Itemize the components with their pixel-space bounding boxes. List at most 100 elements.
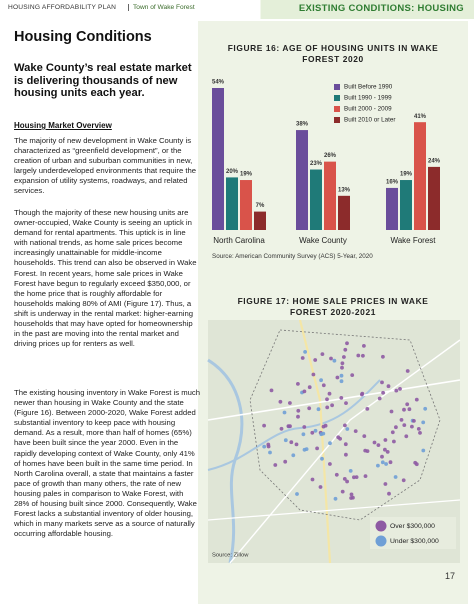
bar (428, 166, 440, 230)
map-dot (328, 462, 332, 466)
map-dot (414, 462, 419, 467)
map-dot (300, 356, 305, 360)
map-river (207, 379, 381, 471)
header-town: Town of Wake Forest (128, 4, 195, 11)
map-dot (372, 440, 377, 445)
lead: Wake County’s real estate market is deli… (14, 62, 192, 100)
paragraph: The majority of new development in Wake … (14, 136, 197, 196)
figure-source: Source: American Community Survey (ACS) … (212, 253, 373, 260)
map-dot (318, 485, 323, 489)
map-dot (343, 347, 348, 352)
map-dot (383, 438, 388, 442)
bar (296, 130, 308, 230)
legend-label: Built Before 1990 (344, 84, 393, 91)
category-label: Wake County (299, 236, 347, 245)
value-label: 26% (324, 153, 337, 159)
map-dot (405, 402, 410, 407)
map-dot (363, 474, 368, 478)
map-dot (288, 401, 292, 405)
map-dot (339, 379, 344, 384)
map-dot (362, 344, 366, 348)
map-dot (365, 407, 370, 411)
legend-swatch (334, 84, 340, 90)
map-dot (295, 492, 299, 496)
map-dot (321, 424, 326, 429)
map-dot (303, 350, 307, 354)
map-dot (289, 440, 294, 445)
bar (226, 177, 238, 230)
map-road (207, 499, 461, 521)
map-dot (321, 383, 326, 388)
bar (414, 122, 426, 230)
paragraph: Though the majority of these new housing… (14, 208, 197, 349)
map-dot (352, 475, 356, 480)
map-dot (360, 391, 365, 396)
bar (386, 187, 398, 230)
map-dot (394, 425, 398, 430)
map-dot (302, 389, 307, 394)
bar (310, 169, 322, 230)
map-dot (377, 396, 382, 401)
map-dots (262, 341, 428, 501)
bar (254, 211, 266, 230)
map-dot (343, 423, 347, 428)
map-dot (349, 492, 354, 497)
map-dot (279, 426, 284, 431)
map-dot (328, 441, 332, 446)
map-dot (386, 384, 391, 389)
map-dot (390, 430, 395, 435)
map-dot (283, 459, 288, 464)
map-dot (381, 354, 385, 359)
map-dot (268, 450, 272, 455)
bar (338, 195, 350, 230)
map-dot (340, 489, 345, 494)
map-dot (421, 448, 426, 453)
subheading: Housing Market Overview (14, 121, 112, 130)
map-road (207, 379, 461, 421)
map-dot (394, 388, 399, 393)
map-dot (348, 469, 353, 473)
map-dot (302, 447, 307, 452)
map-dot (336, 435, 341, 440)
map-dot (407, 407, 412, 412)
map-dot (401, 478, 406, 483)
map-dot (344, 452, 348, 457)
map-dot (392, 439, 396, 444)
map-dot (278, 399, 283, 404)
value-label: 41% (414, 114, 427, 120)
map-dot (418, 431, 422, 435)
map-source: Source: Zillow (212, 553, 249, 559)
value-label: 23% (310, 161, 323, 167)
map-dot (313, 358, 318, 362)
map-dot (320, 456, 324, 461)
map-dot (393, 475, 398, 479)
map-dot (311, 372, 316, 377)
map-dot (350, 373, 355, 377)
map-dot (310, 477, 315, 482)
map-dot (319, 378, 323, 383)
map-dot (380, 454, 384, 459)
map-dot (327, 391, 332, 396)
bar (240, 180, 252, 230)
map-dot (376, 443, 381, 447)
map-dot (301, 432, 306, 437)
map-road (298, 319, 332, 564)
map-dot (381, 390, 385, 395)
category-label: Wake Forest (390, 236, 436, 245)
map-dot (325, 397, 329, 402)
legend-swatch (334, 95, 340, 101)
legend-marker (375, 535, 387, 547)
map-dot (399, 418, 404, 422)
bar (400, 180, 412, 230)
map-dot (383, 482, 388, 486)
value-label: 13% (338, 187, 351, 193)
legend-swatch (334, 117, 340, 123)
legend-label: Built 1990 - 1999 (344, 95, 392, 102)
map-dot (310, 430, 315, 435)
map-dot (388, 460, 393, 465)
map-dot (340, 361, 345, 366)
map-dot (325, 405, 330, 410)
map-dot (402, 407, 406, 412)
